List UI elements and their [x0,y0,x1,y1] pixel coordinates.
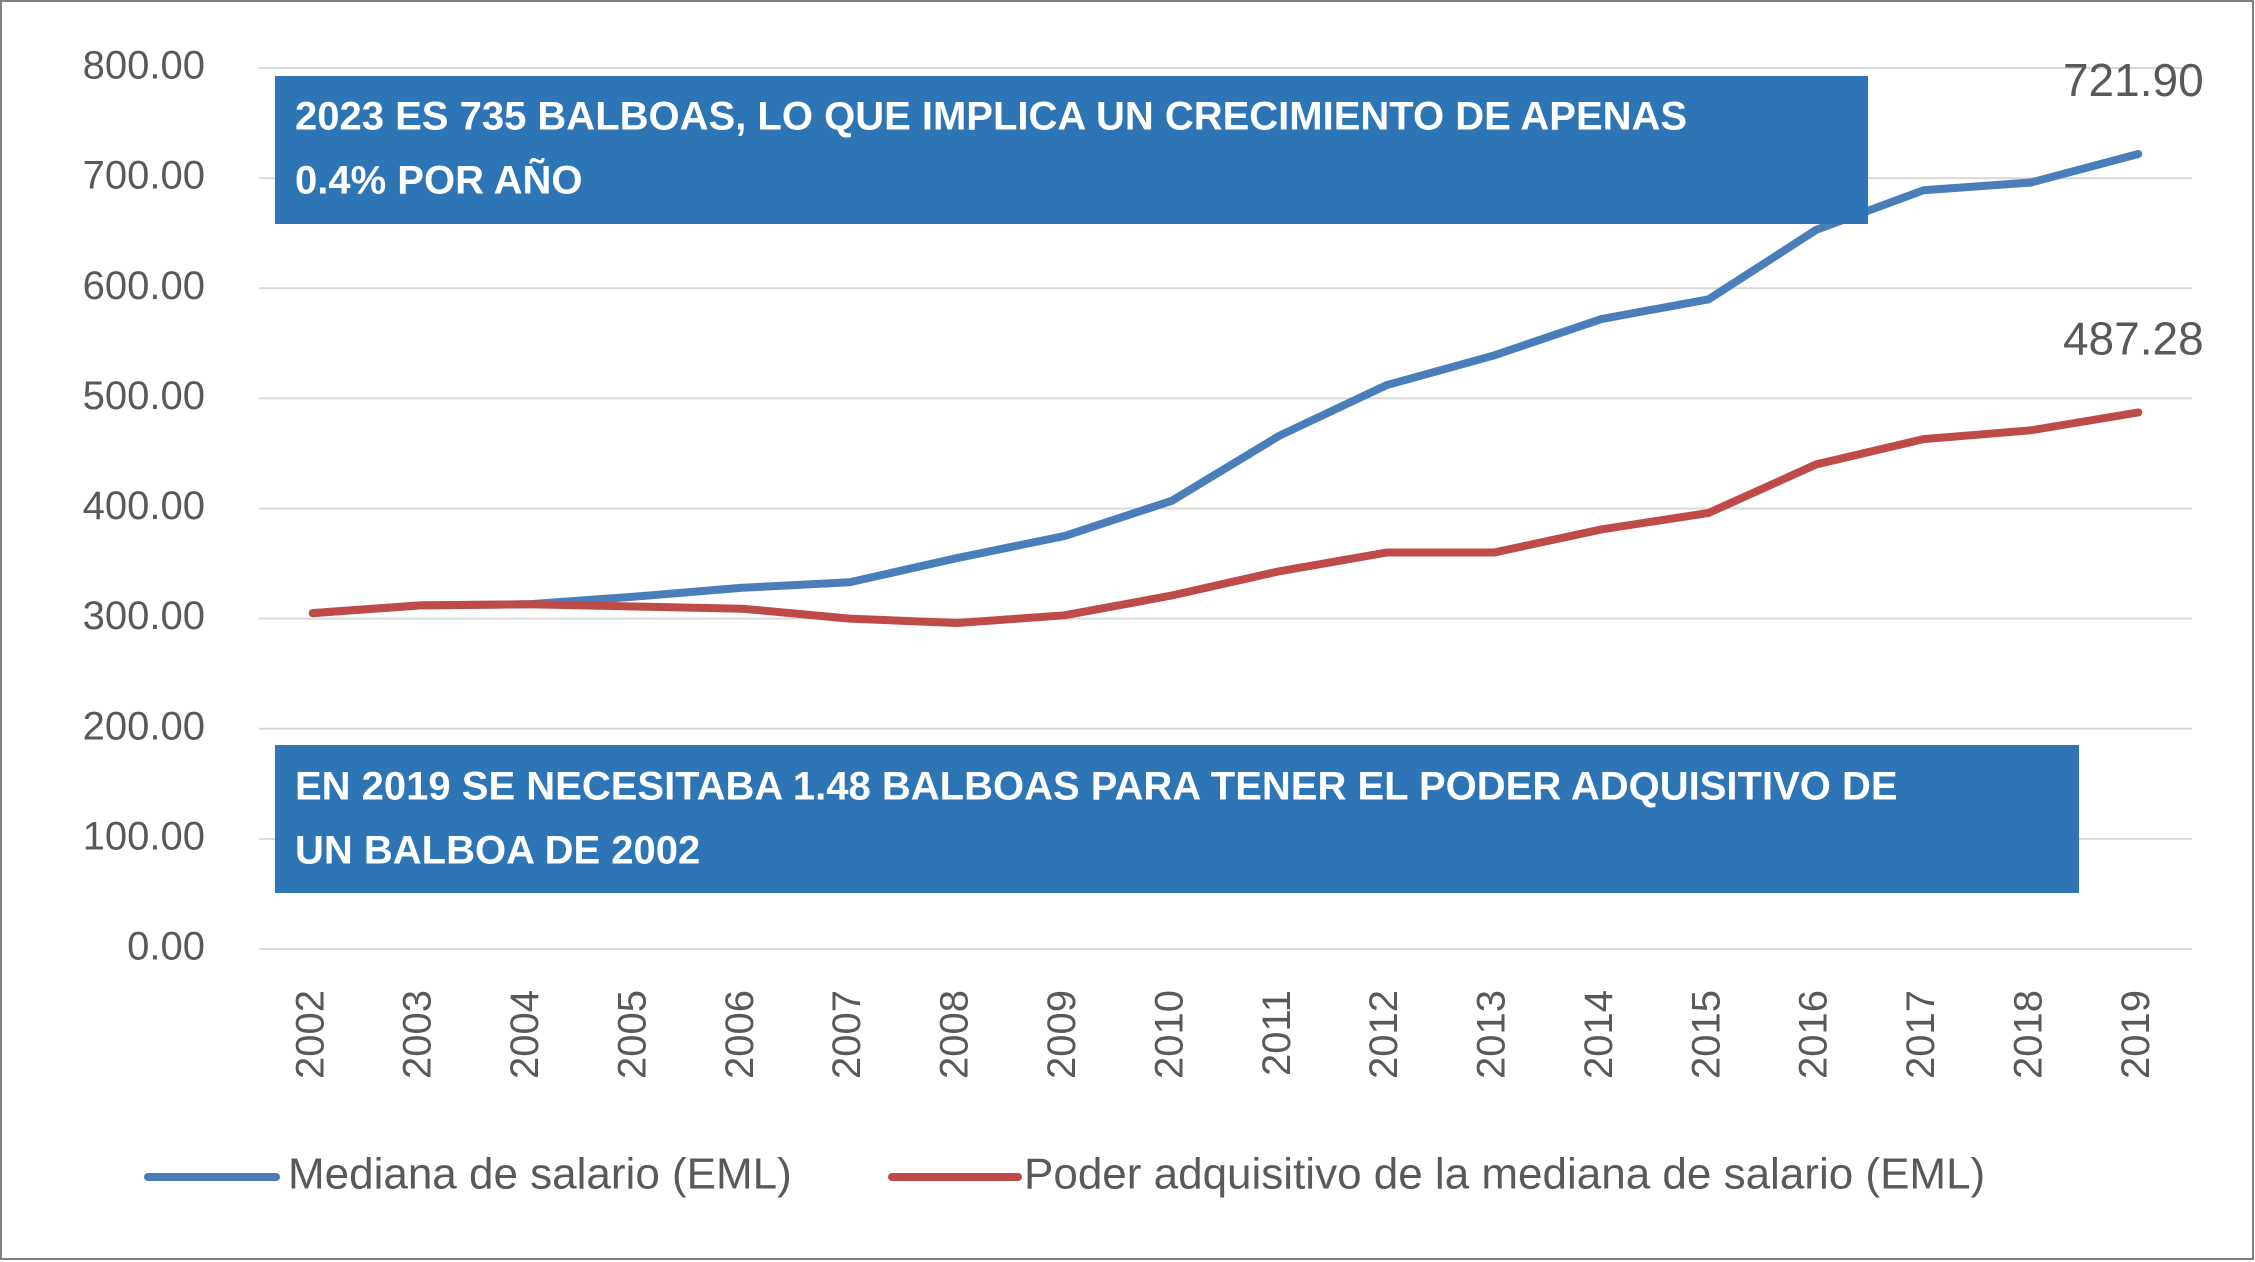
x-tick-label: 2016 [1792,990,1836,1079]
data-label: 721.90 [2063,54,2204,106]
series-line [308,408,2143,628]
annotation-text: 2023 ES 735 BALBOAS, LO QUE IMPLICA UN C… [295,95,1687,139]
y-tick-label: 800.00 [83,44,205,88]
legend-label: Mediana de salario (EML) [288,1150,792,1199]
x-tick-label: 2009 [1040,990,1084,1079]
x-tick-label: 2007 [825,990,869,1079]
x-tick-label: 2017 [1899,990,1943,1079]
x-tick-label: 2014 [1577,990,1621,1079]
y-tick-label: 100.00 [83,814,205,858]
y-tick-label: 200.00 [83,704,205,748]
y-tick-label: 0.00 [127,925,205,969]
annotation-box [275,745,2079,893]
x-tick-label: 2018 [2006,990,2050,1079]
annotation-text: 0.4% POR AÑO [295,157,582,203]
x-tick-label: 2008 [933,990,977,1079]
y-tick-label: 700.00 [83,154,205,198]
y-tick-label: 600.00 [83,264,205,308]
x-tick-label: 2015 [1684,990,1728,1079]
data-label: 487.28 [2063,313,2204,365]
legend-label: Poder adquisitivo de la mediana de salar… [1024,1150,1985,1199]
x-tick-label: 2003 [396,990,440,1079]
annotation-text: UN BALBOA DE 2002 [295,829,700,873]
y-tick-label: 400.00 [83,484,205,528]
x-tick-label: 2006 [718,990,762,1079]
y-tick-label: 500.00 [83,374,205,418]
x-tick-label: 2012 [1362,990,1406,1079]
x-tick-label: 2010 [1147,990,1191,1079]
y-tick-label: 300.00 [83,594,205,638]
annotation-box [275,76,1868,224]
x-tick-label: 2002 [288,990,332,1079]
x-tick-label: 2011 [1255,990,1299,1076]
x-tick-label: 2004 [503,990,547,1079]
x-tick-label: 2013 [1470,990,1514,1079]
annotation-text: EN 2019 SE NECESITABA 1.48 BALBOAS PARA … [295,765,1898,809]
x-tick-label: 2019 [2114,990,2158,1079]
x-tick-label: 2005 [610,990,654,1079]
